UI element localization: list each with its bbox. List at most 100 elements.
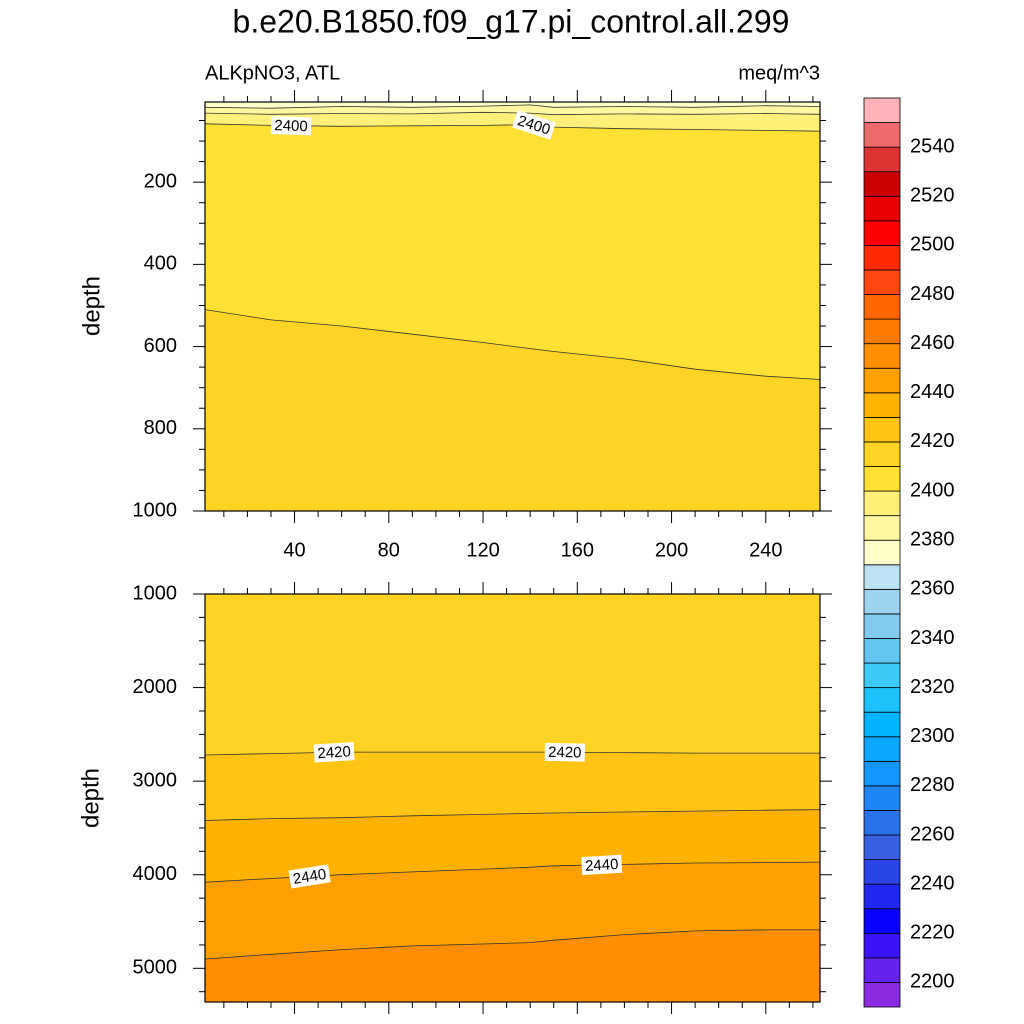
colorbar-label: 2260 [910,823,955,845]
contour-line [205,111,820,116]
colorbar-box [863,269,901,295]
colorbar-box [863,441,901,467]
contour-fill [205,929,820,1002]
colorbar-label: 2500 [910,234,955,256]
colorbar-label: 2320 [910,676,955,698]
y-tick-label: 600 [144,335,177,357]
colorbar-box [863,588,901,615]
label-background [270,116,312,136]
colorbar-box [863,785,901,811]
colorbar-box [863,932,901,959]
label-background [581,854,623,876]
x-tick-label: 160 [561,539,594,561]
label-background [512,110,556,140]
colorbar-label: 2200 [910,971,955,993]
colorbar-box [863,662,901,689]
colorbar-box [863,539,901,566]
x-tick-label: 200 [655,539,688,561]
colorbar-label: 2220 [910,922,955,944]
colorbar-box [863,613,901,639]
colorbar-box [863,122,901,148]
contour-label: 2440 [288,864,331,889]
colorbar-box [863,171,901,197]
subtitle-right: meq/m^3 [738,62,820,84]
colorbar-label: 2280 [910,774,955,796]
colorbar-label: 2300 [910,725,955,747]
x-tick-label: 40 [283,539,305,561]
colorbar-label: 2380 [910,528,955,550]
colorbar-box [863,908,901,934]
colorbar-box [863,760,901,787]
colorbar-box [863,416,901,443]
colorbar-box [863,318,901,345]
colorbar-label: 2460 [910,332,955,354]
y-axis-label: depth [78,276,105,336]
label-background [313,742,355,763]
contour-fill [205,752,820,821]
contour-label: 2420 [544,742,585,762]
colorbar-box [863,687,901,713]
colorbar-label: 2540 [910,135,955,157]
y-tick-label: 4000 [133,863,178,885]
y-tick-label: 2000 [133,676,178,698]
colorbar-box [863,367,901,394]
colorbar-box [863,810,901,836]
colorbar-box [863,711,901,738]
contour-line [205,104,820,109]
colorbar-box [863,392,901,418]
x-tick-label: 120 [466,539,499,561]
label-background [288,864,331,889]
colorbar-box [863,220,901,246]
y-tick-label: 200 [144,170,177,192]
colorbar-box [863,343,901,369]
colorbar-box [863,195,901,222]
contour-label: 2400 [270,116,312,136]
contour-label-text: 2420 [548,744,582,762]
colorbar-box [863,564,901,590]
x-tick-label: 80 [378,539,400,561]
colorbar-label: 2340 [910,627,955,649]
plot-area [205,102,820,511]
colorbar-label: 2240 [910,872,955,894]
contour-label-text: 2400 [274,117,308,135]
contour-label: 2440 [581,854,623,876]
plot-frame [204,101,821,512]
colorbar-label: 2420 [910,430,955,452]
colorbar-box [863,859,901,885]
colorbar-box [863,466,901,492]
colorbar-box [863,245,901,271]
contour-fill [205,862,820,959]
label-background [544,742,585,762]
colorbar-box [863,982,901,1008]
contour-line [205,309,820,380]
colorbar-box [863,638,901,664]
colorbar-box [863,957,901,983]
colorbar-box [863,883,901,910]
colorbar-label: 2400 [910,479,955,501]
y-tick-label: 5000 [133,957,178,979]
colorbar-box [863,146,901,173]
colorbar-box [863,294,901,320]
contour-fill [205,123,820,380]
contour-label: 2420 [313,742,355,763]
colorbar-box [863,490,901,517]
contour-line [205,809,820,821]
contour-fill [205,112,820,132]
colorbar-box [863,97,901,123]
contour-label-text: 2440 [292,866,328,888]
contour-line [205,929,820,960]
colorbar-box [863,834,901,860]
subtitle-left: ALKpNO3, ATL [205,62,340,84]
contour-fill [205,809,820,883]
colorbar-label: 2440 [910,381,955,403]
y-tick-label: 1000 [133,499,178,521]
chart-title: b.e20.B1850.f09_g17.pi_control.all.299 [233,3,790,39]
contour-label-text: 2440 [585,856,619,875]
y-tick-label: 3000 [133,769,178,791]
y-tick-label: 1000 [133,582,178,604]
colorbar-label: 2480 [910,283,955,305]
colorbar-label: 2360 [910,578,955,600]
colorbar-box [863,515,901,541]
colorbar-box [863,736,901,762]
